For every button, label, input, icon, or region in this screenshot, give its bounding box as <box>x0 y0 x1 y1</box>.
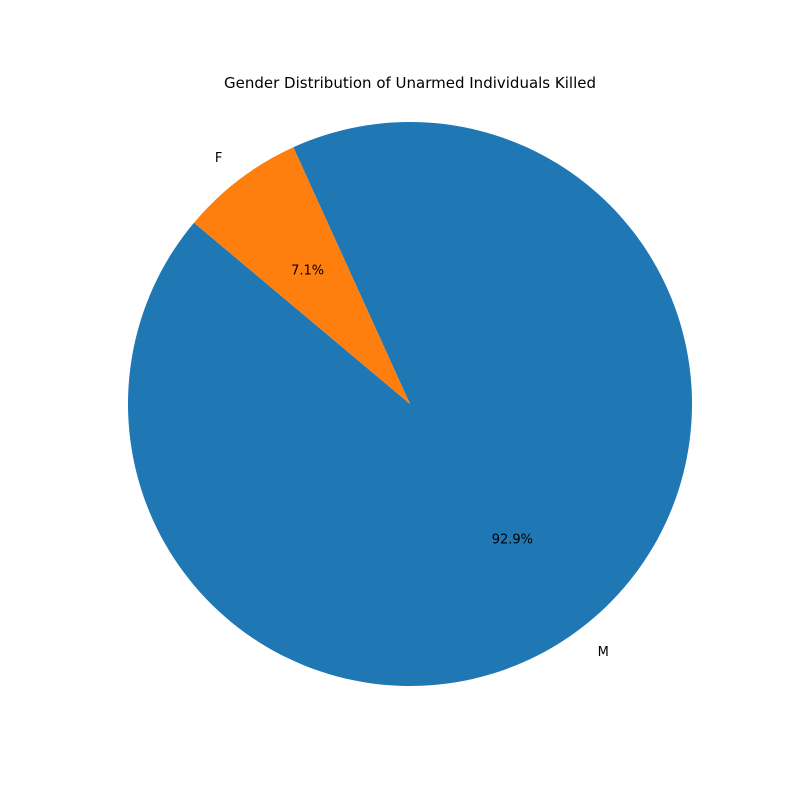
slice-label-f: F <box>215 151 222 166</box>
chart-title: Gender Distribution of Unarmed Individua… <box>224 74 596 92</box>
pie-slice-f <box>193 147 410 404</box>
slice-percent-m: 92.9% <box>492 533 533 548</box>
pie-labels: M 92.9% F 7.1% <box>215 151 609 660</box>
pie-slices <box>127 122 693 687</box>
slice-percent-f: 7.1% <box>291 263 324 278</box>
pie-slice-m <box>127 122 693 687</box>
slice-label-m: M <box>598 645 609 660</box>
